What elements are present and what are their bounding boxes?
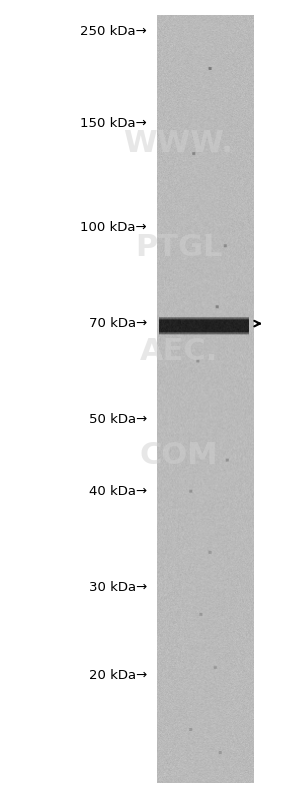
Text: 20 kDa→: 20 kDa→ — [89, 669, 147, 682]
Text: 250 kDa→: 250 kDa→ — [80, 26, 147, 38]
Text: 100 kDa→: 100 kDa→ — [80, 221, 147, 234]
Text: PTGL: PTGL — [135, 233, 222, 262]
Text: 40 kDa→: 40 kDa→ — [89, 485, 147, 498]
Text: AEC.: AEC. — [139, 337, 218, 366]
Text: 30 kDa→: 30 kDa→ — [89, 581, 147, 594]
Text: COM: COM — [139, 441, 218, 470]
Text: 150 kDa→: 150 kDa→ — [80, 117, 147, 130]
Text: 50 kDa→: 50 kDa→ — [89, 413, 147, 426]
Text: WWW.: WWW. — [124, 129, 234, 158]
Text: 70 kDa→: 70 kDa→ — [89, 317, 147, 330]
